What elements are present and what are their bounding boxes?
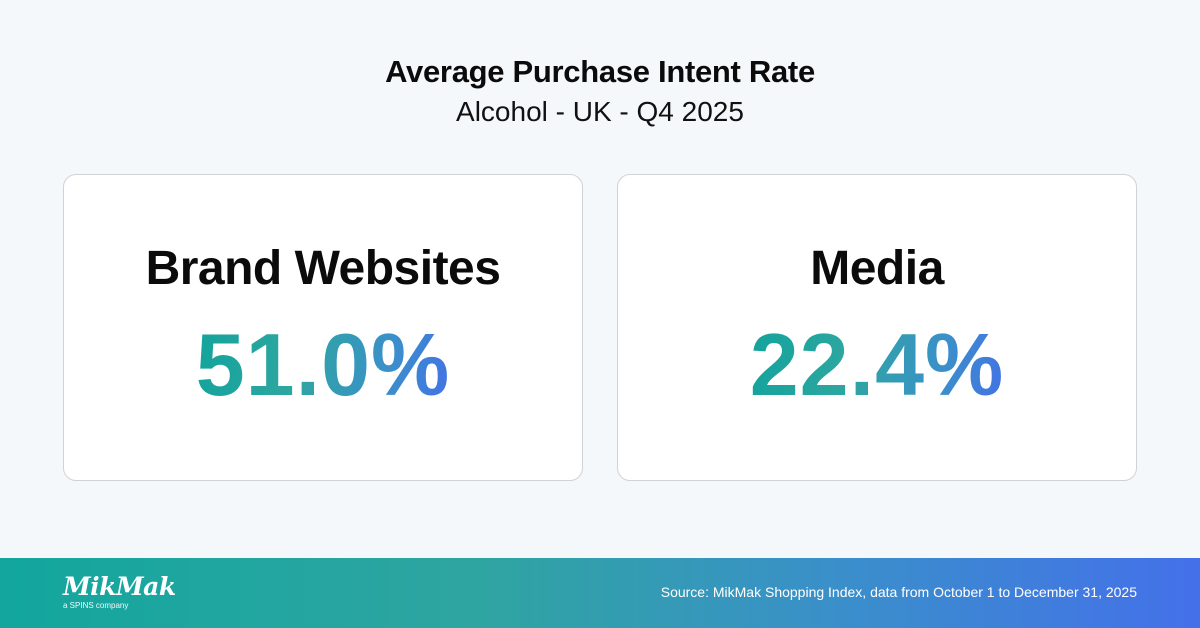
metric-card-brand-websites: Brand Websites 51.0%	[63, 174, 583, 481]
metric-value-text: 22.4%	[749, 315, 1005, 414]
page-subtitle: Alcohol - UK - Q4 2025	[456, 96, 744, 127]
metric-value: 22.4%	[618, 315, 1136, 415]
footer-bar: MikMak a SPINS company Source: MikMak Sh…	[0, 558, 1200, 628]
metric-label: Brand Websites	[145, 242, 501, 295]
logo-tagline: a SPINS company	[63, 601, 129, 610]
mikmak-logo: MikMak a SPINS company	[63, 574, 176, 611]
metric-value-text: 51.0%	[195, 315, 451, 414]
logo-wordmark: MikMak	[63, 572, 176, 601]
header: Average Purchase Intent Rate Alcohol - U…	[0, 52, 1200, 131]
metric-label: Media	[810, 242, 944, 295]
page-title: Average Purchase Intent Rate	[385, 54, 815, 89]
metric-value: 51.0%	[64, 315, 582, 415]
metric-card-media: Media 22.4%	[617, 174, 1137, 481]
source-note: Source: MikMak Shopping Index, data from…	[660, 584, 1137, 600]
